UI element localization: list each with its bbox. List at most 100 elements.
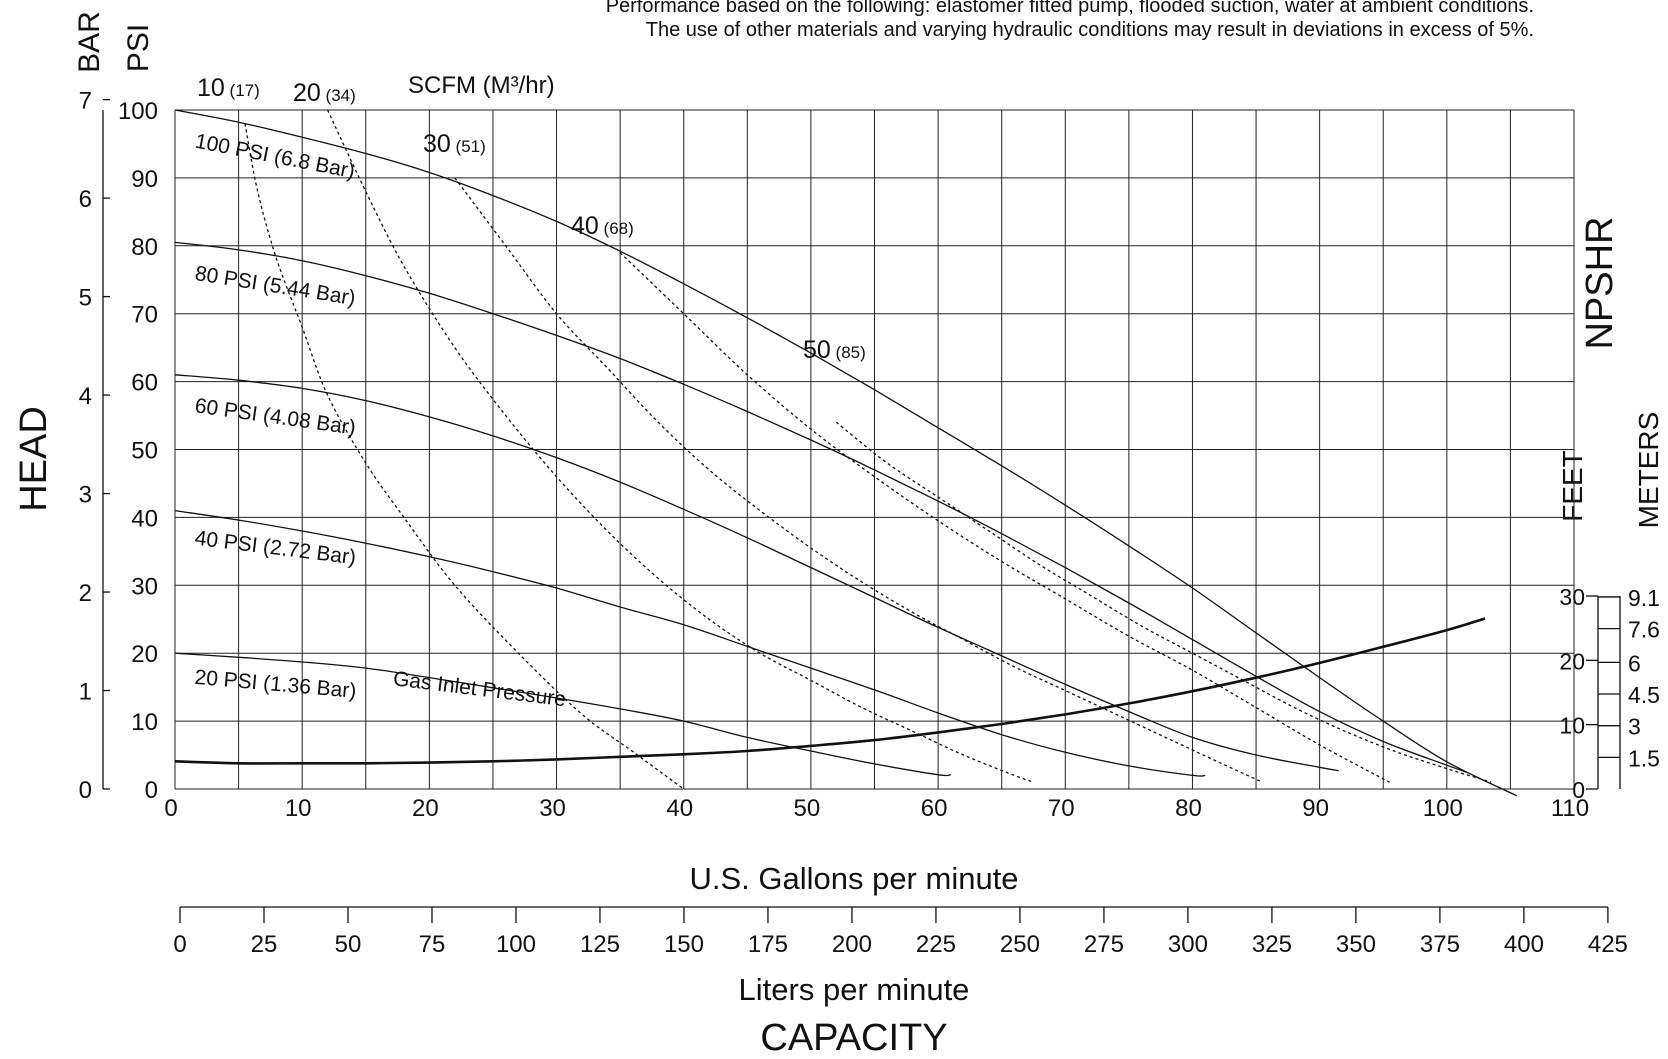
scfm-label: 30 (51) bbox=[423, 130, 486, 158]
lpm-tick-label: 375 bbox=[1420, 931, 1460, 958]
lpm-tick-label: 25 bbox=[251, 931, 278, 958]
psi-tick-label: 100 bbox=[118, 98, 158, 125]
lpm-tick-label: 350 bbox=[1336, 931, 1376, 958]
lpm-tick-label: 250 bbox=[1000, 931, 1040, 958]
lpm-tick-label: 150 bbox=[664, 931, 704, 958]
lpm-tick-label: 275 bbox=[1084, 931, 1124, 958]
psi-tick-label: 40 bbox=[131, 505, 158, 532]
scfm-label: 40 (68) bbox=[571, 212, 634, 240]
lpm-tick-label: 425 bbox=[1588, 931, 1628, 958]
feet-unit-label: FEET bbox=[1557, 450, 1588, 522]
lpm-tick-label: 300 bbox=[1168, 931, 1208, 958]
x-axis-secondary-title: Liters per minute bbox=[739, 972, 970, 1007]
capacity-title: CAPACITY bbox=[760, 1017, 947, 1059]
meters-unit-label: METERS bbox=[1633, 412, 1664, 529]
npsh-meters-tick-label: 4.5 bbox=[1628, 682, 1660, 708]
bar-tick-label: 5 bbox=[79, 285, 92, 312]
npsh-meters-tick-label: 9.1 bbox=[1628, 585, 1660, 611]
scfm-label-value: 20 bbox=[293, 79, 321, 107]
scfm-label-m3hr: (68) bbox=[599, 219, 634, 238]
grid bbox=[174, 109, 1575, 790]
pressure-curve-5 bbox=[174, 652, 951, 777]
npsh-meters-tick-label: 6 bbox=[1628, 650, 1641, 676]
scfm-line-50 bbox=[835, 421, 1492, 783]
bar-tick-label: 2 bbox=[79, 580, 92, 607]
pressure-curve-label: 80 PSI (5.44 Bar) bbox=[193, 262, 357, 310]
scfm-label-m3hr: (85) bbox=[831, 343, 866, 362]
npshr-curve bbox=[174, 617, 1486, 765]
pressure-curve-label: 100 PSI (6.8 Bar) bbox=[193, 130, 357, 184]
scfm-label: 50 (85) bbox=[803, 336, 866, 364]
curve-labels: 100 PSI (6.8 Bar) 80 PSI (5.44 Bar) 60 PSI… bbox=[193, 74, 866, 711]
lpm-tick-label: 125 bbox=[580, 931, 620, 958]
pressure-curves bbox=[174, 109, 1518, 797]
npsh-feet-tick-label: 10 bbox=[1559, 713, 1585, 739]
bar-tick-label: 7 bbox=[79, 88, 92, 115]
psi-tick-label: 90 bbox=[131, 166, 158, 193]
note-line-1: Performance based on the following: elas… bbox=[606, 0, 1534, 17]
bar-tick-label: 6 bbox=[79, 186, 92, 213]
lpm-tick-label: 50 bbox=[335, 931, 362, 958]
scfm-label-m3hr: (17) bbox=[225, 81, 260, 100]
lpm-tick-label: 0 bbox=[173, 931, 186, 958]
axes bbox=[102, 110, 1621, 908]
pressure-curve-label: 40 PSI (2.72 Bar) bbox=[193, 527, 357, 570]
npsh-feet-tick-label: 30 bbox=[1559, 584, 1585, 610]
psi-tick-label: 10 bbox=[131, 709, 158, 736]
lpm-tick-label: 200 bbox=[832, 931, 872, 958]
scfm-line-20 bbox=[327, 109, 1034, 783]
head-axis-title: HEAD bbox=[13, 406, 55, 512]
psi-tick-label: 20 bbox=[131, 641, 158, 668]
psi-tick-label: 30 bbox=[131, 573, 158, 600]
scfm-line-30 bbox=[454, 177, 1263, 783]
psi-tick-label: 80 bbox=[131, 234, 158, 261]
scfm-label-m3hr: (34) bbox=[321, 86, 356, 105]
scfm-line-40 bbox=[619, 252, 1390, 783]
psi-tick-label: 70 bbox=[131, 302, 158, 329]
scfm-label-value: 10 bbox=[197, 74, 225, 102]
gpm-tick-label: 40 bbox=[666, 795, 693, 822]
npshr-line bbox=[174, 617, 1486, 765]
lpm-tick-label: 225 bbox=[916, 931, 956, 958]
gpm-tick-label: 30 bbox=[539, 795, 566, 822]
lpm-tick-label: 400 bbox=[1504, 931, 1544, 958]
gpm-tick-label: 10 bbox=[285, 795, 312, 822]
note-line-2: The use of other materials and varying h… bbox=[646, 19, 1534, 41]
npsh-feet-tick-label: 20 bbox=[1559, 648, 1585, 674]
npsh-meters-tick-label: 1.5 bbox=[1628, 745, 1660, 771]
npsh-feet-tick-label: 0 bbox=[1572, 777, 1585, 803]
gpm-tick-label: 80 bbox=[1175, 795, 1202, 822]
scfm-air-consumption-lines bbox=[244, 109, 1492, 790]
gpm-tick-label: 20 bbox=[412, 795, 439, 822]
scfm-label-value: 50 bbox=[803, 336, 831, 364]
gas-inlet-pressure-label: Gas Inlet Pressure bbox=[392, 667, 567, 711]
gpm-tick-label: 50 bbox=[794, 795, 821, 822]
psi-tick-label: 60 bbox=[131, 370, 158, 397]
scfm-line-10 bbox=[244, 123, 685, 790]
gpm-tick-label: 110 bbox=[1551, 795, 1589, 822]
gpm-tick-label: 90 bbox=[1302, 795, 1329, 822]
lpm-tick-label: 100 bbox=[496, 931, 536, 958]
psi-tick-label: 50 bbox=[131, 438, 158, 465]
gpm-tick-label: 0 bbox=[164, 795, 177, 822]
pressure-curve-1 bbox=[174, 109, 1518, 797]
lpm-tick-label: 75 bbox=[419, 931, 446, 958]
pressure-curve-label: 20 PSI (1.36 Bar) bbox=[194, 666, 358, 703]
bar-unit-label: BAR bbox=[73, 11, 106, 73]
x-axis-title: U.S. Gallons per minute bbox=[689, 861, 1018, 896]
gpm-tick-label: 100 bbox=[1423, 795, 1463, 822]
bar-tick-label: 4 bbox=[79, 383, 92, 410]
gpm-tick-label: 70 bbox=[1048, 795, 1075, 822]
pressure-curve-3 bbox=[174, 374, 1339, 772]
bar-tick-label: 0 bbox=[79, 777, 92, 804]
scfm-title: SCFM (M³/hr) bbox=[408, 72, 555, 99]
npsh-meters-tick-label: 7.6 bbox=[1628, 617, 1660, 643]
psi-unit-label: PSI bbox=[122, 24, 155, 72]
scfm-label-m3hr: (51) bbox=[451, 137, 486, 156]
lpm-tick-label: 175 bbox=[748, 931, 788, 958]
scfm-label: 20 (34) bbox=[293, 79, 356, 107]
scfm-label-value: 30 bbox=[423, 130, 451, 158]
gpm-tick-label: 60 bbox=[921, 795, 948, 822]
